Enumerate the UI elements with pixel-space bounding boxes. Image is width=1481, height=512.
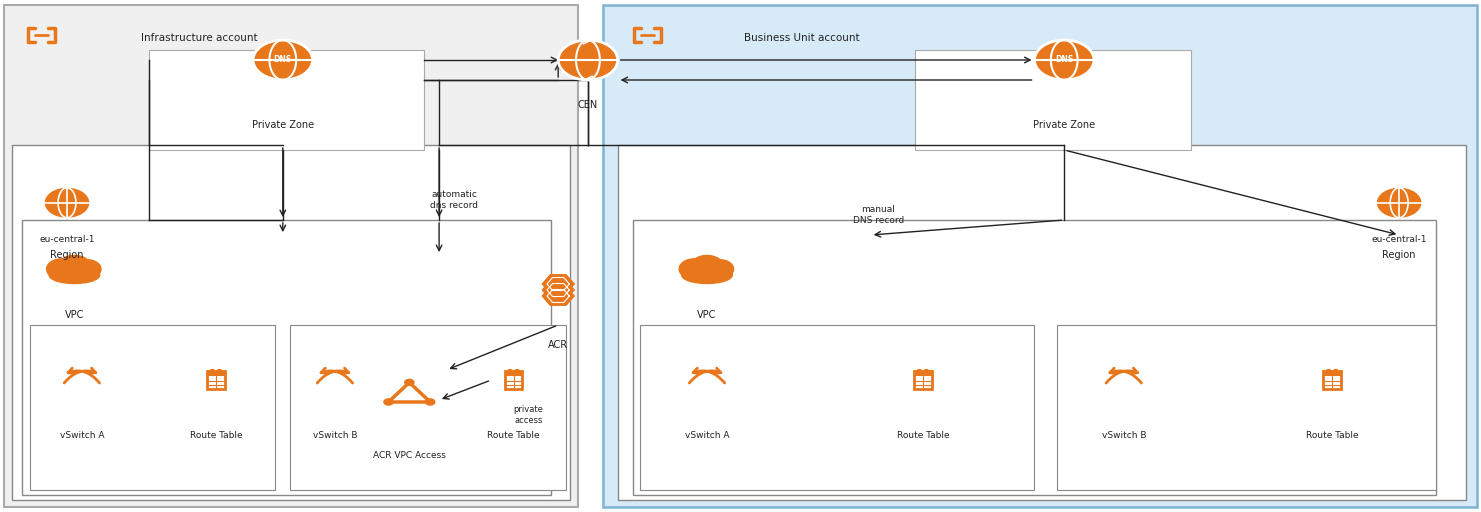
Bar (914, 371, 932, 389)
Text: DNS: DNS (1054, 55, 1074, 65)
Circle shape (680, 259, 709, 279)
Circle shape (58, 255, 90, 278)
Text: vSwitch B: vSwitch B (1102, 431, 1146, 439)
Text: manual
DNS record: manual DNS record (853, 205, 903, 225)
Circle shape (253, 40, 312, 80)
Text: private
access: private access (514, 406, 544, 424)
Circle shape (515, 370, 520, 372)
Text: Route Table: Route Table (190, 431, 241, 439)
Polygon shape (388, 382, 429, 402)
Circle shape (218, 370, 222, 372)
Bar (505, 371, 523, 376)
Text: Infrastructure account: Infrastructure account (141, 33, 258, 43)
Bar (618, 145, 1466, 500)
Circle shape (1377, 188, 1422, 218)
Bar (30, 325, 275, 490)
Text: Region: Region (50, 250, 84, 260)
Ellipse shape (681, 267, 732, 284)
Bar (22, 220, 551, 495)
Circle shape (508, 370, 512, 372)
Bar (12, 145, 570, 500)
Bar (632, 220, 1437, 495)
Bar (640, 325, 1034, 490)
Text: vSwitch A: vSwitch A (59, 431, 104, 439)
Text: VPC: VPC (698, 310, 717, 320)
Circle shape (558, 40, 618, 80)
Bar (1057, 325, 1437, 490)
Bar (505, 371, 523, 389)
Text: CEN: CEN (578, 100, 598, 110)
Text: vSwitch A: vSwitch A (684, 431, 729, 439)
Text: ACR: ACR (548, 340, 569, 350)
Polygon shape (1388, 209, 1410, 219)
Bar (1323, 371, 1342, 376)
Circle shape (46, 259, 77, 279)
Bar (914, 371, 932, 376)
Circle shape (404, 379, 413, 386)
Circle shape (924, 370, 929, 372)
Text: ACR VPC Access: ACR VPC Access (373, 451, 446, 459)
Ellipse shape (49, 267, 99, 284)
Circle shape (690, 255, 723, 278)
Circle shape (44, 188, 89, 218)
Circle shape (1327, 370, 1331, 372)
Bar (603, 5, 1477, 507)
Bar (207, 371, 225, 376)
Text: Route Table: Route Table (896, 431, 949, 439)
Circle shape (1333, 370, 1337, 372)
Polygon shape (56, 209, 78, 219)
Text: Business Unit account: Business Unit account (745, 33, 860, 43)
Circle shape (706, 260, 733, 279)
Bar (290, 325, 566, 490)
Polygon shape (542, 275, 573, 293)
Text: VPC: VPC (65, 310, 84, 320)
Bar (4, 5, 578, 507)
Bar (1323, 371, 1342, 389)
Bar (915, 50, 1191, 150)
Text: Route Table: Route Table (1306, 431, 1358, 439)
Circle shape (384, 399, 392, 405)
Text: Region: Region (1382, 250, 1416, 260)
Circle shape (1034, 40, 1094, 80)
Polygon shape (542, 287, 573, 305)
Circle shape (425, 399, 435, 405)
Polygon shape (542, 281, 573, 299)
Bar (207, 371, 225, 389)
Text: Private Zone: Private Zone (252, 120, 314, 130)
Circle shape (73, 260, 101, 279)
Text: vSwitch B: vSwitch B (312, 431, 357, 439)
Text: Route Table: Route Table (487, 431, 541, 439)
Text: eu-central-1: eu-central-1 (1371, 236, 1426, 245)
Text: eu-central-1: eu-central-1 (39, 236, 95, 245)
Text: automatic
dns record: automatic dns record (429, 190, 478, 210)
Circle shape (917, 370, 921, 372)
Circle shape (210, 370, 215, 372)
Bar (150, 50, 424, 150)
Text: Private Zone: Private Zone (1034, 120, 1096, 130)
Text: DNS: DNS (274, 55, 292, 65)
